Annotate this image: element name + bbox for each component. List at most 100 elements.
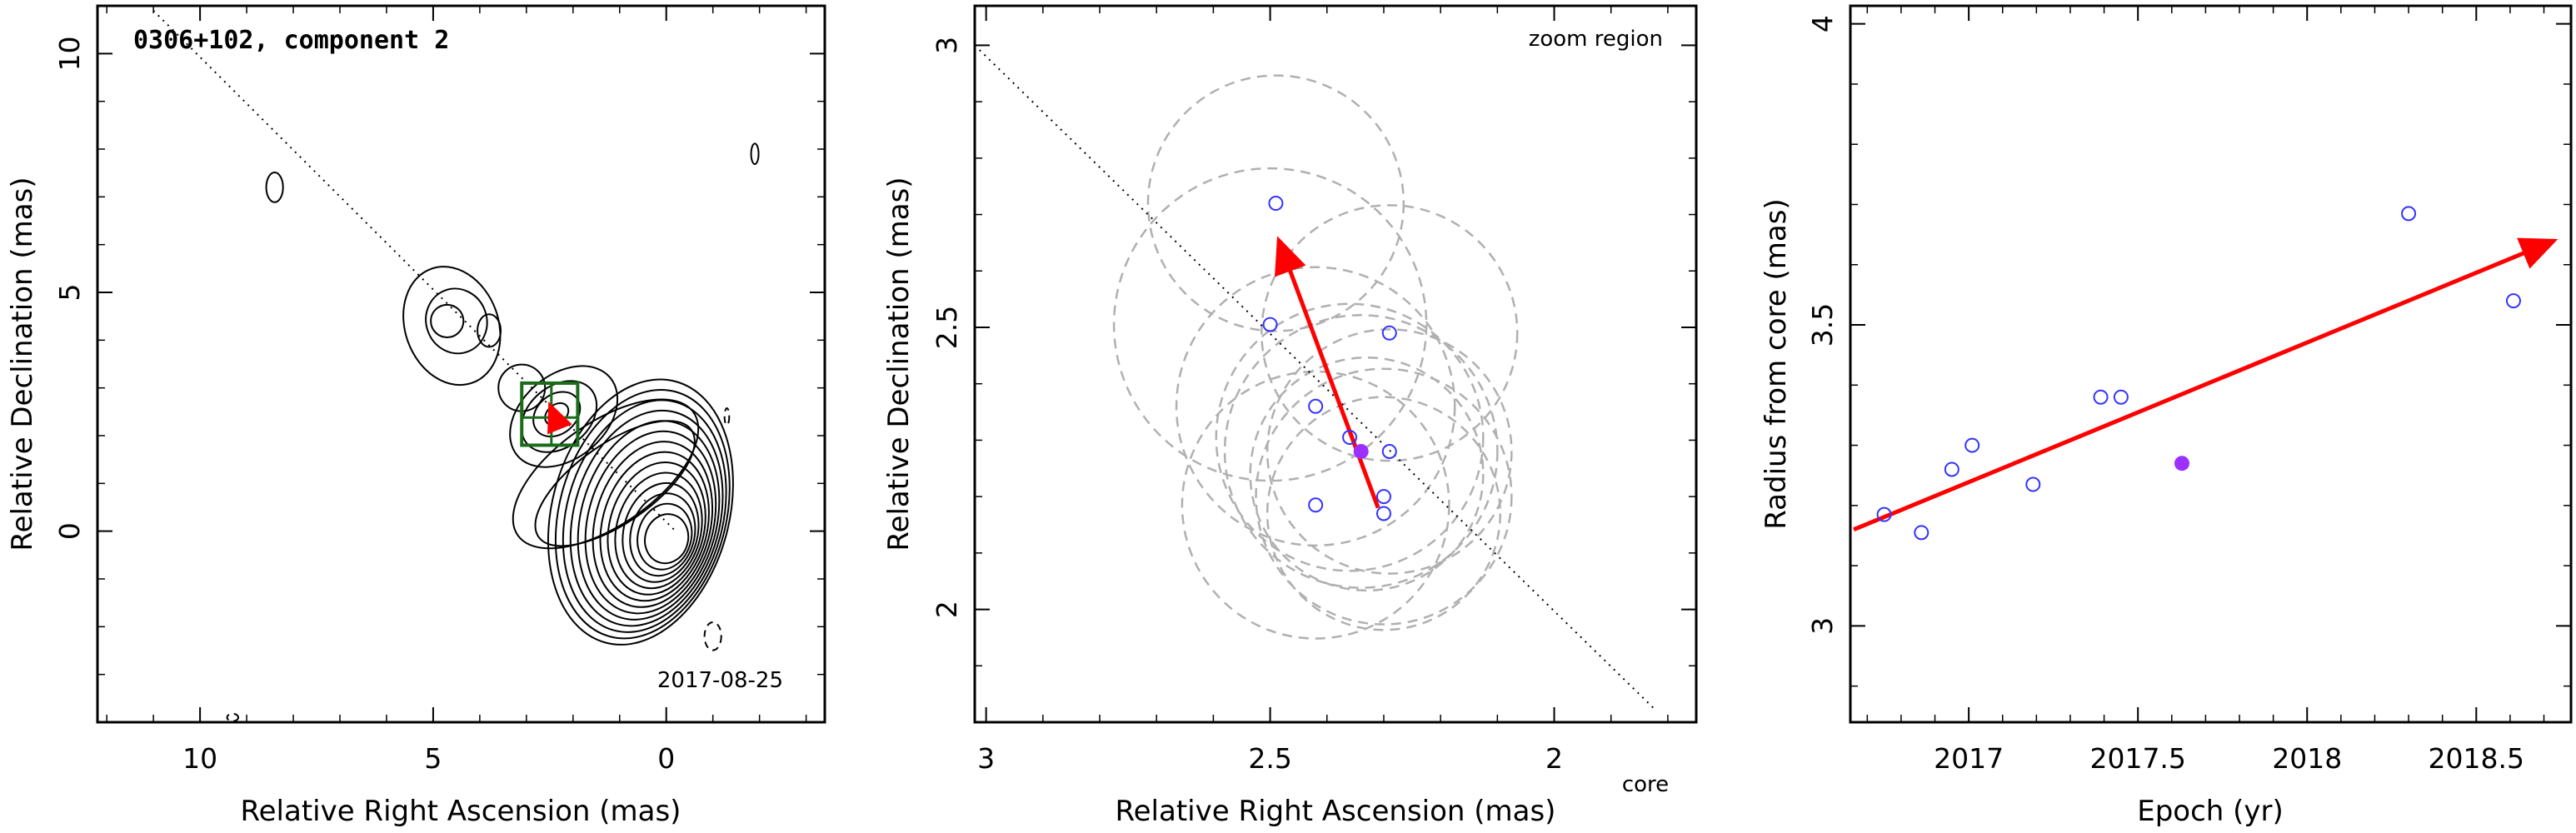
y-tick-label: 10	[53, 36, 86, 71]
data-point	[1964, 437, 1980, 453]
radius-plot-area	[1853, 206, 2559, 541]
contour-plot-area	[152, 10, 760, 722]
contour-line	[569, 409, 724, 627]
panel-contour-map: 10 5 0 0 5 10 0306+102, component 2 2017-08-…	[6, 4, 826, 828]
error-circle	[1215, 302, 1485, 572]
x-tick-label: 3	[977, 742, 995, 775]
contour-line	[534, 420, 696, 547]
data-point	[1268, 196, 1284, 212]
x-tick-label: 2017.5	[2089, 742, 2185, 775]
x-tick-label: 2	[1545, 742, 1563, 775]
radius-points	[1876, 206, 2521, 541]
contour-line	[425, 287, 488, 355]
contour-line	[584, 430, 717, 615]
plot-frame	[973, 4, 1698, 724]
jet-axis-line	[975, 44, 1657, 712]
contour-line	[614, 471, 703, 590]
x-ticks: 2017 2017.5 2018 2018.5	[1866, 6, 2545, 775]
y-axis-label: Relative Declination (mas)	[882, 177, 916, 551]
contour-line	[554, 389, 731, 640]
error-circles	[1112, 74, 1519, 640]
contour-line	[629, 492, 696, 577]
data-point	[2093, 389, 2109, 405]
plot-frame	[96, 4, 826, 724]
contour-line	[703, 621, 722, 651]
error-circle	[1112, 167, 1428, 482]
contour-line	[226, 712, 240, 722]
x-tick-label: 2017	[1934, 742, 2004, 775]
y-tick-label: 3	[931, 37, 963, 54]
y-tick-label: 3.5	[1806, 303, 1839, 347]
contour-line	[477, 313, 502, 348]
contour-line	[644, 513, 690, 565]
error-circle	[1249, 357, 1485, 592]
date-annotation: 2017-08-25	[657, 668, 783, 693]
data-point	[1381, 443, 1397, 459]
data-point	[1944, 461, 1959, 477]
x-tick-label: 2018	[2272, 742, 2342, 775]
y-ticks: 22.53	[931, 37, 1696, 723]
contour-line	[577, 420, 721, 621]
zoom-annotation: zoom region	[1529, 27, 1663, 52]
contour-line	[402, 266, 502, 387]
panel-title: 0306+102, component 2	[133, 26, 449, 55]
data-point	[1375, 506, 1391, 521]
data-point	[1375, 489, 1391, 505]
jet-axis-line	[152, 10, 676, 532]
data-point	[2113, 389, 2129, 405]
zoom-region-box	[520, 381, 580, 447]
error-circle	[1266, 328, 1513, 575]
trend-arrow	[1853, 237, 2559, 532]
y-tick-label: 0	[53, 522, 86, 540]
y-axis-label: Relative Declination (mas)	[6, 177, 39, 551]
data-point	[1914, 525, 1930, 541]
x-tick-label: 0	[657, 742, 675, 775]
y-tick-label: 3	[1806, 617, 1839, 635]
contour-line	[547, 378, 734, 646]
contour-line	[265, 171, 284, 203]
panel-radius-epoch: 2017 2017.5 2018 2018.5 33.54 Epoch (yr) Ra…	[1760, 4, 2573, 828]
contour-line	[430, 303, 465, 338]
y-tick-label: 2	[931, 601, 963, 618]
x-axis-label: Relative Right Ascension (mas)	[241, 795, 681, 828]
y-axis-label: Radius from core (mas)	[1760, 198, 1793, 529]
error-circle	[1181, 370, 1450, 640]
y-tick-label: 4	[1806, 15, 1839, 32]
x-tick-label: 10	[182, 742, 217, 775]
contour-line	[607, 461, 706, 596]
data-point	[2401, 206, 2417, 222]
contour-line	[723, 407, 731, 426]
motion-arrow	[547, 402, 572, 435]
panel-zoom-region: 3 2.5 2 22.53 zoom region core Relative Ri…	[882, 4, 1698, 828]
position-points	[1262, 196, 1397, 521]
x-tick-label: 2.5	[1248, 742, 1291, 775]
contour-line	[512, 398, 700, 550]
data-point	[1342, 430, 1358, 446]
zoom-plot-area	[975, 44, 1657, 712]
error-circle	[1255, 367, 1513, 626]
x-ticks: 10 5 0	[106, 6, 807, 775]
y-tick-label: 5	[53, 284, 86, 302]
motion-arrow	[1274, 236, 1380, 509]
contour-line	[750, 142, 760, 166]
y-ticks: 33.54	[1806, 15, 2571, 687]
y-ticks: 0 5 10	[53, 5, 825, 723]
error-circle	[1223, 314, 1499, 589]
error-circle	[1261, 204, 1519, 462]
contour-line	[592, 441, 714, 608]
core-label: core	[1622, 772, 1669, 797]
error-circle	[1266, 396, 1501, 631]
contour-line	[637, 502, 693, 571]
x-tick-label: 2018.5	[2429, 742, 2524, 775]
data-point	[1262, 317, 1278, 332]
y-tick-label: 2.5	[931, 306, 963, 349]
contour-line	[599, 451, 710, 602]
x-tick-label: 5	[424, 742, 442, 775]
highlight-point	[1353, 443, 1369, 459]
data-point	[2505, 293, 2521, 309]
contour-lines	[226, 142, 760, 722]
error-circle	[1175, 266, 1456, 547]
x-ticks: 3 2.5 2	[977, 6, 1669, 775]
highlight-point	[2174, 456, 2189, 471]
